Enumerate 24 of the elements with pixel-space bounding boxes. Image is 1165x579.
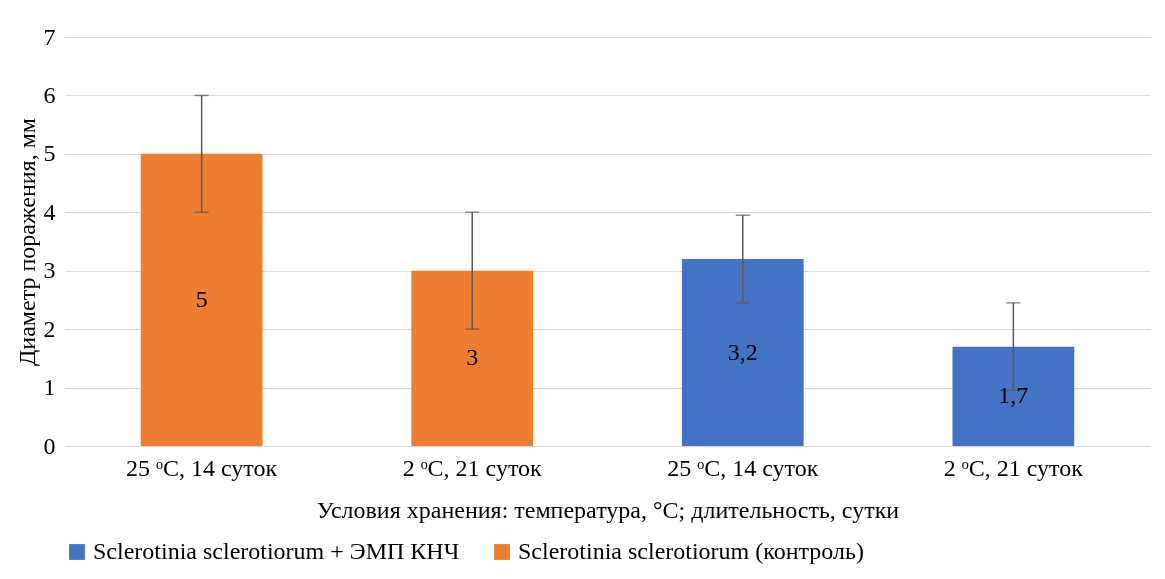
y-tick-label: 2 [43, 315, 56, 342]
bar [681, 259, 804, 446]
y-tick-label: 6 [43, 81, 56, 108]
x-tick-label: 2 ᵒC, 21 суток [402, 454, 543, 481]
x-tick-label: 25 ᵒC, 14 суток [126, 454, 278, 481]
y-tick-label: 7 [43, 23, 56, 50]
y-tick-label: 5 [43, 140, 56, 167]
y-tick-label: 3 [43, 257, 56, 284]
bar [411, 270, 534, 446]
bar [140, 153, 263, 446]
bar [952, 346, 1075, 446]
legend-label: Sclerotinia sclerotiorum + ЭМП КНЧ [93, 538, 460, 564]
y-tick-label: 4 [43, 198, 56, 225]
legend-label: Sclerotinia sclerotiorum (контроль) [518, 538, 864, 564]
data-label: 1,7 [998, 382, 1029, 409]
y-tick-label: 0 [43, 432, 56, 459]
x-axis-title: Условия хранения: температура, °C; длительность, сутки [316, 496, 900, 523]
y-axis-title: Диаметр поражения, мм [13, 117, 40, 367]
data-label: 3,2 [727, 338, 758, 365]
x-tick-label: 2 ᵒC, 21 суток [943, 454, 1084, 481]
data-label: 5 [195, 285, 208, 312]
x-tick-label: 25 ᵒC, 14 суток [667, 454, 819, 481]
data-label: 3 [466, 344, 479, 371]
y-tick-label: 1 [43, 374, 56, 401]
